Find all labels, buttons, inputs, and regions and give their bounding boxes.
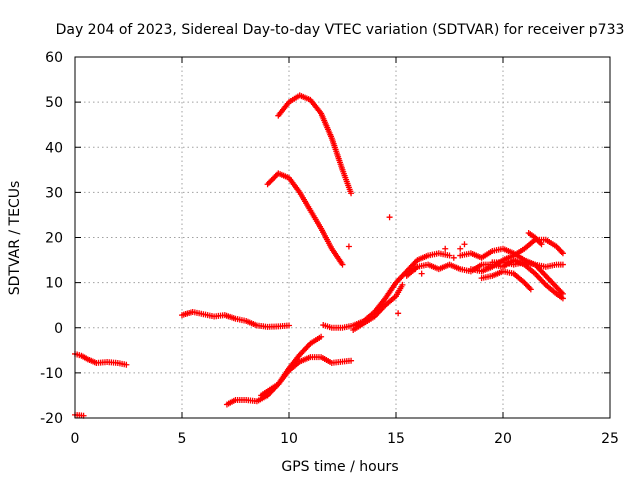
data-point: [399, 281, 406, 288]
series-arc-1: [72, 350, 130, 368]
plot-frame: [74, 56, 611, 419]
y-tick-label: -20: [40, 411, 63, 427]
y-tick-label: 40: [45, 140, 63, 156]
data-point: [348, 357, 355, 364]
data-point: [559, 290, 566, 297]
data-point: [123, 361, 130, 368]
x-tick-label: 10: [280, 431, 298, 447]
data-point: [442, 245, 449, 252]
x-tick-label: 25: [601, 431, 619, 447]
data-point: [418, 270, 425, 277]
y-tick-label: 30: [45, 185, 63, 201]
data-point: [457, 245, 464, 252]
series-arc-5: [264, 170, 346, 268]
chart-title: Day 204 of 2023, Sidereal Day-to-day VTE…: [56, 22, 625, 38]
data-point: [538, 241, 545, 248]
y-tick-label: 0: [54, 321, 63, 337]
series-arc-13: [489, 259, 566, 297]
data-point: [527, 286, 534, 293]
series-arc-15: [525, 229, 545, 248]
data-point: [318, 333, 325, 340]
x-tick-label: 5: [178, 431, 187, 447]
y-axis-label: SDTVAR / TECUs: [7, 181, 23, 296]
y-tick-label: 10: [45, 276, 63, 292]
data-points: [72, 92, 566, 419]
y-tick-label: 60: [45, 50, 63, 66]
data-point: [345, 243, 352, 250]
x-axis-label: GPS time / hours: [281, 459, 398, 475]
series-arc-7: [258, 333, 325, 399]
x-tick-label: 0: [71, 431, 80, 447]
data-point: [286, 322, 292, 329]
y-tick-label: 20: [45, 231, 63, 247]
x-tick-label: 15: [387, 431, 405, 447]
series-arc-8: [320, 250, 453, 331]
series-isolated: [345, 214, 468, 317]
data-point: [386, 214, 393, 221]
y-tick-label: -10: [40, 366, 63, 382]
x-tick-labels: 0 5 10 15 20 25: [71, 431, 619, 447]
data-point: [461, 241, 468, 248]
series-arc-9: [350, 281, 406, 334]
data-point: [446, 252, 453, 259]
series-arc-3: [179, 308, 292, 330]
data-point: [395, 310, 402, 317]
x-tick-label: 20: [494, 431, 512, 447]
data-point: [559, 250, 566, 257]
series-arc-14: [478, 268, 534, 293]
series-arc-4: [275, 92, 355, 197]
data-point: [559, 261, 566, 268]
data-point: [348, 190, 355, 197]
data-point: [412, 266, 419, 273]
data-point: [450, 254, 457, 261]
data-point: [339, 261, 346, 268]
y-tick-label: 50: [45, 95, 63, 111]
y-tick-labels: -20 -10 0 10 20 30 40 50 60: [40, 50, 63, 427]
